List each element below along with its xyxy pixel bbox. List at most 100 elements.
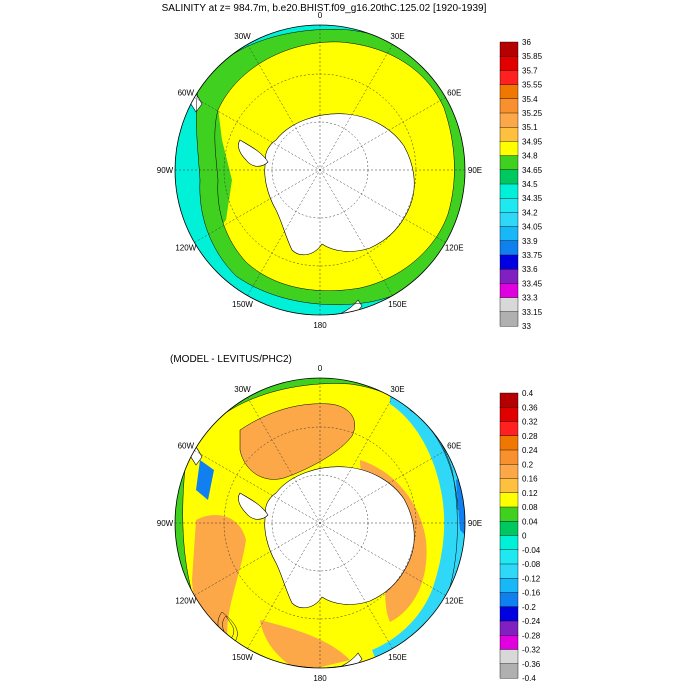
colorbar-swatch xyxy=(499,84,519,100)
colorbar-label: 34.5 xyxy=(522,180,538,189)
colorbar-swatch xyxy=(499,141,519,157)
colorbar-swatch xyxy=(499,407,519,423)
colorbar-label: -0.16 xyxy=(522,589,541,598)
colorbar-swatch xyxy=(499,297,519,313)
antarctica-landmass-bottom xyxy=(264,466,415,609)
colorbar-swatch xyxy=(499,535,519,551)
colorbar-label: -0.2 xyxy=(522,603,536,612)
longitude-label: 60W xyxy=(178,442,195,451)
colorbar-label: 0.2 xyxy=(522,460,534,469)
longitude-label: 180 xyxy=(313,321,327,330)
colorbar-label: 33.15 xyxy=(522,308,543,317)
colorbar-label: 0.32 xyxy=(522,418,538,427)
colorbar-swatch xyxy=(499,435,519,451)
colorbar-swatch xyxy=(499,663,519,679)
longitude-label: 0 xyxy=(318,364,323,373)
colorbar-label: 35.85 xyxy=(522,52,543,61)
longitude-label: 120E xyxy=(445,244,464,253)
map-title-bottom: (MODEL - LEVITUS/PHC2) xyxy=(170,354,292,365)
diff-positive-south xyxy=(260,620,350,668)
colorbar-top: 36 35.85 35.7 35.55 35.4 35.25 35.1 34.95 34.8 34… xyxy=(499,38,543,331)
colorbar-label: 34.35 xyxy=(522,194,543,203)
colorbar-swatch xyxy=(499,112,519,128)
longitude-label: 150W xyxy=(232,653,253,662)
colorbar-swatch xyxy=(499,155,519,171)
longitude-label: 150E xyxy=(388,300,407,309)
graticule xyxy=(175,25,465,315)
map-boundary-bottom xyxy=(174,377,466,669)
map-title-top: SALINITY at z= 984.7m, b.e20.BHIST.f09_g… xyxy=(161,3,487,14)
colorbar-swatch xyxy=(499,421,519,437)
longitude-label: 120W xyxy=(175,244,196,253)
longitude-label: 150E xyxy=(388,653,407,662)
colorbar-swatch xyxy=(499,563,519,579)
colorbar-label: 0 xyxy=(522,532,527,541)
colorbar-label: 35.55 xyxy=(522,81,543,90)
colorbar-label: 0.36 xyxy=(522,403,538,412)
colorbar-label: 0.24 xyxy=(522,446,538,455)
colorbar-swatch xyxy=(499,269,519,284)
colorbar-swatch xyxy=(499,70,519,86)
colorbar-label: -0.04 xyxy=(522,546,541,555)
colorbar-swatch xyxy=(499,464,519,480)
diff-strong-negative xyxy=(456,470,465,540)
colorbar-swatch xyxy=(499,56,519,71)
longitude-label: 30W xyxy=(234,32,251,41)
africa-land xyxy=(439,39,465,65)
longitude-label: 60E xyxy=(447,89,461,98)
colorbar-swatch xyxy=(499,478,519,494)
colorbar-label: 33.75 xyxy=(522,251,543,260)
colorbar-swatch xyxy=(499,126,519,142)
colorbar-label: 33 xyxy=(522,322,531,331)
longitude-label: 120E xyxy=(445,597,464,606)
salinity-difference-map xyxy=(174,377,466,669)
longitude-labels-top: 0 30E 60E 90E 120E 150E 180 150W 120W 90W 60W 30W xyxy=(157,11,482,330)
colorbar-swatch xyxy=(499,311,519,327)
longitude-label: 0 xyxy=(318,11,323,20)
longitude-label: 90W xyxy=(157,519,174,528)
longitude-label: 30W xyxy=(234,385,251,394)
longitude-label: 90E xyxy=(468,166,482,175)
colorbar-label: -0.4 xyxy=(522,674,536,683)
colorbar-swatch xyxy=(499,492,519,508)
longitude-label: 120W xyxy=(175,597,196,606)
colorbar-bottom: 0.4 0.36 0.32 0.28 0.24 0.2 0.16 0.12 0.08 0.04 0 -… xyxy=(499,389,541,683)
longitude-label: 30E xyxy=(390,32,404,41)
colorbar-swatch xyxy=(499,254,519,270)
colorbar-swatch xyxy=(499,449,519,465)
colorbar-label: 35.1 xyxy=(522,123,538,132)
colorbar-swatch xyxy=(499,226,519,242)
colorbar-label: 0.4 xyxy=(522,389,534,398)
colorbar-label: -0.08 xyxy=(522,560,541,569)
colorbar-label: 35.25 xyxy=(522,109,543,118)
colorbar-swatch xyxy=(499,635,519,651)
new-zealand-land xyxy=(335,299,363,315)
colorbar-swatch xyxy=(499,649,519,665)
colorbar-swatch xyxy=(499,240,519,256)
antarctic-peninsula xyxy=(238,139,269,167)
new-zealand-land-bottom xyxy=(335,652,363,668)
colorbar-label: 34.65 xyxy=(522,166,543,175)
longitude-label: 180 xyxy=(313,674,327,683)
map-boundary xyxy=(174,24,466,316)
colorbar-label: 34.05 xyxy=(522,223,543,232)
colorbar-label: 0.08 xyxy=(522,503,538,512)
colorbar-swatch xyxy=(499,183,519,199)
australia-land xyxy=(417,271,465,313)
colorbar-label: 34.8 xyxy=(522,152,538,161)
colorbar-swatch xyxy=(499,98,519,114)
colorbar-swatch xyxy=(499,620,519,636)
diff-strong-negative-west xyxy=(196,460,214,500)
colorbar-label: 34.2 xyxy=(522,208,538,217)
colorbar-swatch xyxy=(499,521,519,537)
longitude-label: 30E xyxy=(390,385,404,394)
salinity-map xyxy=(174,24,466,316)
colorbar-label: 0.12 xyxy=(522,489,538,498)
ocean-mid-tongue xyxy=(200,100,232,236)
colorbar-label: 0.16 xyxy=(522,475,538,484)
colorbar-label: 33.45 xyxy=(522,279,543,288)
longitude-label: 90W xyxy=(157,166,174,175)
colorbar-swatch xyxy=(499,169,519,185)
colorbar-label: 36 xyxy=(522,38,531,47)
colorbar-swatch xyxy=(499,549,519,565)
